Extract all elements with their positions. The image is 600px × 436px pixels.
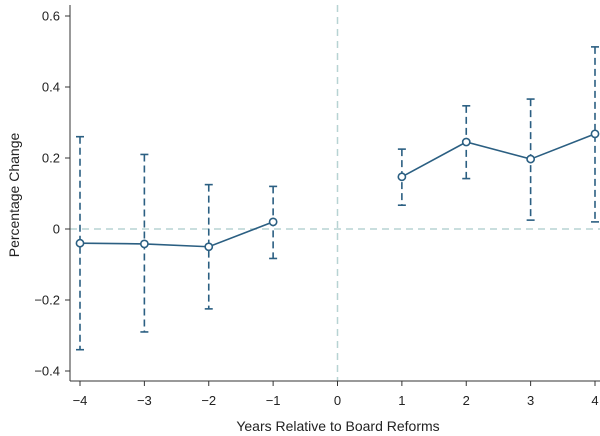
data-point [204,242,214,252]
y-tick-label: −0.2 [34,293,60,308]
x-tick-label: −3 [137,393,152,408]
axes: −0.4 −0.2 0 0.2 0.4 0.6 −4 −3 −2 −1 0 1 2 3 4 [34,5,600,408]
series-line [79,221,274,248]
y-tick-label: 0.6 [42,9,60,24]
series-lines [79,133,596,248]
series-line [401,133,596,178]
y-tick-label: 0.4 [42,80,60,95]
x-axis-title: Years Relative to Board Reforms [236,418,439,434]
data-point [75,238,85,248]
data-point [397,172,407,182]
x-tick-label: −4 [73,393,88,408]
x-tick-label: 1 [398,393,405,408]
x-tick-label: 3 [527,393,534,408]
data-points [75,129,600,252]
x-tick-label: −1 [266,393,281,408]
data-point [268,217,278,227]
x-tick-label: 0 [334,393,341,408]
x-tick-label: −2 [201,393,216,408]
y-tick-label: 0.2 [42,151,60,166]
data-point [139,239,149,249]
y-tick-label: −0.4 [34,364,60,379]
y-tick-label: 0 [53,222,60,237]
x-tick-label: 4 [591,393,598,408]
data-point [590,129,600,139]
data-point [526,154,536,164]
reference-lines [70,5,600,381]
y-axis-title: Percentage Change [6,133,22,258]
x-tick-label: 2 [463,393,470,408]
data-point [461,137,471,147]
